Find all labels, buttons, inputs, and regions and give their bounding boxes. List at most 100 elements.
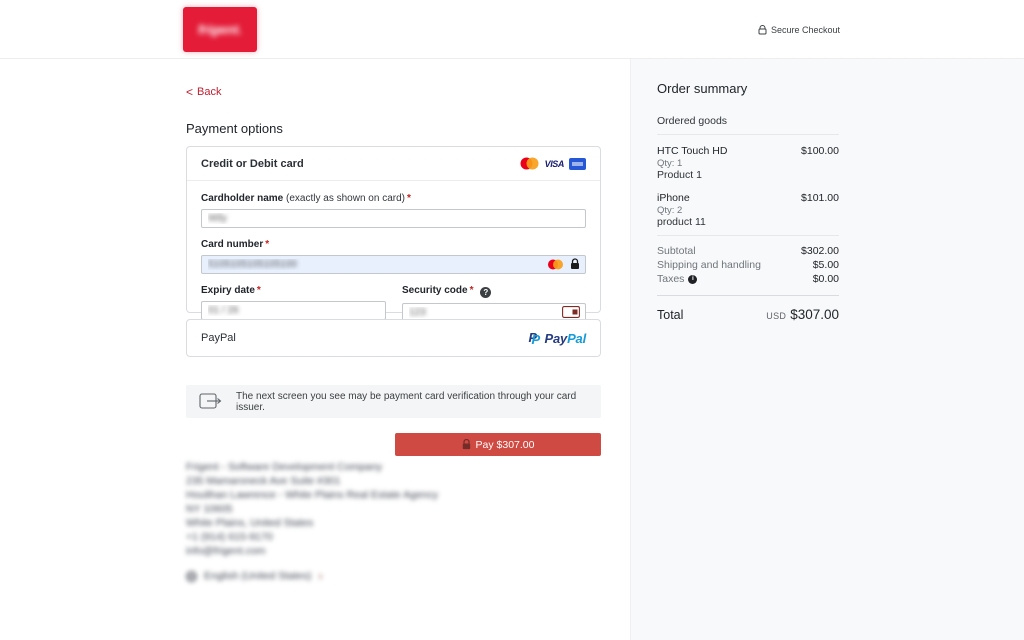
lock-icon bbox=[462, 439, 471, 450]
shipping-value: $5.00 bbox=[812, 259, 839, 271]
paypal-mark-icon: P P bbox=[528, 330, 542, 347]
lock-icon bbox=[758, 25, 767, 35]
taxes-value: $0.00 bbox=[812, 273, 839, 285]
order-item-header: HTC Touch HD $100.00 bbox=[657, 145, 839, 158]
paypal-method-row[interactable]: PayPal P P PayPal bbox=[186, 319, 601, 357]
paypal-mark-back: P bbox=[528, 330, 538, 345]
help-icon[interactable]: ? bbox=[480, 287, 492, 298]
subtotal-value: $302.00 bbox=[801, 245, 839, 257]
verification-notice-text: The next screen you see may be payment c… bbox=[236, 390, 577, 413]
total-value-wrap: USD $307.00 bbox=[766, 307, 839, 322]
order-item-qty: Qty: 2 bbox=[657, 205, 683, 216]
cardholder-note-text: (exactly as shown on card) bbox=[286, 193, 405, 204]
expiry-label-text: Expiry date bbox=[201, 285, 255, 296]
totals-section: Subtotal $302.00 Shipping and handling $… bbox=[657, 236, 839, 286]
subtotal-row: Subtotal $302.00 bbox=[657, 244, 839, 258]
paypal-icon: P P PayPal bbox=[528, 330, 587, 347]
order-item-name: iPhone bbox=[657, 192, 690, 204]
merchant-info: Frigent - Software Development Company 2… bbox=[186, 460, 438, 558]
order-summary-sidebar: Order summary Ordered goods HTC Touch HD… bbox=[630, 59, 1024, 640]
secure-checkout-badge: Secure Checkout bbox=[758, 25, 840, 35]
merchant-info-line: Frigent - Software Development Company bbox=[186, 461, 383, 473]
taxes-row: Taxes i $0.00 bbox=[657, 272, 839, 286]
expiry-input[interactable] bbox=[201, 301, 386, 320]
security-code-input[interactable] bbox=[402, 303, 586, 322]
pay-button[interactable]: Pay $307.00 bbox=[395, 433, 601, 456]
security-code-field-group: Security code * ? bbox=[402, 285, 586, 322]
card-number-icons bbox=[547, 258, 580, 270]
merchant-info-line: White Plains, United States bbox=[186, 517, 314, 529]
cardholder-field-group: Cardholder name (exactly as shown on car… bbox=[201, 193, 586, 228]
security-code-input-wrap bbox=[402, 302, 586, 322]
required-asterisk: * bbox=[265, 239, 270, 250]
subtotal-label: Subtotal bbox=[657, 245, 696, 257]
merchant-info-line: 235 Mamaroneck Ave Suite #301 bbox=[186, 475, 341, 487]
mastercard-icon bbox=[547, 259, 564, 270]
order-item-price: $101.00 bbox=[801, 192, 839, 204]
card-forward-icon bbox=[199, 393, 224, 410]
cardholder-input[interactable] bbox=[201, 209, 586, 228]
total-currency: USD bbox=[766, 311, 787, 321]
paypal-wordmark-pal: Pal bbox=[567, 330, 586, 346]
merchant-info-line: NY 10605 bbox=[186, 503, 233, 515]
taxes-label: Taxes bbox=[657, 273, 685, 285]
card-number-label-text: Card number bbox=[201, 239, 264, 250]
taxes-label-wrap: Taxes i bbox=[657, 272, 698, 286]
top-bar: frigent. Secure Checkout bbox=[0, 0, 1024, 59]
visa-icon: VISA bbox=[544, 158, 565, 169]
credit-card-method-title: Credit or Debit card bbox=[201, 157, 304, 170]
pay-button-label: Pay $307.00 bbox=[475, 438, 535, 451]
paypal-wordmark: PayPal bbox=[545, 330, 587, 346]
page-title: Payment options bbox=[186, 121, 283, 136]
expiry-field-group: Expiry date * bbox=[201, 285, 386, 322]
cvv-card-icon bbox=[562, 306, 580, 318]
language-selector[interactable]: English (United States) › bbox=[186, 569, 322, 583]
expiry-security-row: Expiry date* Security code* ? bbox=[201, 285, 586, 322]
card-number-input-wrap bbox=[201, 254, 586, 274]
paypal-method-title: PayPal bbox=[201, 332, 236, 344]
credit-card-method-header[interactable]: Credit or Debit card VISA bbox=[187, 147, 600, 181]
chevron-right-icon: › bbox=[318, 569, 323, 583]
expiry-label: Expiry date * bbox=[201, 285, 386, 296]
chevron-left-icon: < bbox=[186, 85, 194, 99]
mastercard-icon bbox=[519, 157, 540, 170]
security-code-label: Security code * ? bbox=[402, 285, 586, 298]
merchant-logo-text: frigent. bbox=[197, 22, 243, 37]
card-number-field-group: Card number * bbox=[201, 239, 586, 274]
credit-card-panel: Credit or Debit card VISA Cardholder nam… bbox=[186, 146, 601, 322]
order-item: iPhone $101.00 Qty: 2 product 11 bbox=[657, 192, 839, 229]
required-asterisk: * bbox=[469, 285, 474, 296]
lock-icon bbox=[570, 258, 580, 270]
language-label: English (United States) bbox=[204, 570, 312, 582]
order-item-name: HTC Touch HD bbox=[657, 145, 728, 157]
shipping-label: Shipping and handling bbox=[657, 259, 761, 271]
cardholder-label-text: Cardholder name bbox=[201, 193, 284, 204]
order-item-variant: product 11 bbox=[657, 216, 706, 228]
paypal-mark-front: P bbox=[531, 332, 541, 347]
verification-notice: The next screen you see may be payment c… bbox=[186, 385, 601, 418]
total-row: Total USD $307.00 bbox=[657, 296, 839, 322]
order-item-variant: Product 1 bbox=[657, 169, 702, 181]
total-amount: $307.00 bbox=[790, 307, 839, 322]
divider bbox=[657, 235, 839, 236]
info-icon[interactable]: i bbox=[688, 274, 698, 284]
merchant-logo[interactable]: frigent. bbox=[183, 7, 257, 52]
order-item-price: $100.00 bbox=[801, 145, 839, 157]
order-item: HTC Touch HD $100.00 Qty: 1 Product 1 bbox=[657, 145, 839, 182]
card-number-input[interactable] bbox=[201, 255, 586, 274]
merchant-info-line: info@frigent.com bbox=[186, 545, 266, 557]
back-link[interactable]: < Back bbox=[186, 86, 221, 98]
security-code-label-text: Security code bbox=[402, 285, 468, 296]
cardholder-note: (exactly as shown on card) bbox=[286, 193, 405, 204]
ordered-goods-subtitle: Ordered goods bbox=[657, 115, 728, 127]
credit-card-form: Cardholder name (exactly as shown on car… bbox=[187, 181, 600, 336]
order-summary-content: Order summary Ordered goods HTC Touch HD… bbox=[657, 81, 839, 322]
cardholder-label: Cardholder name (exactly as shown on car… bbox=[201, 193, 586, 204]
divider bbox=[657, 295, 839, 296]
divider bbox=[657, 134, 839, 135]
card-brand-icons: VISA bbox=[519, 157, 586, 170]
merchant-info-line: Houlihan Lawrence - White Plains Real Es… bbox=[186, 489, 439, 501]
shipping-row: Shipping and handling $5.00 bbox=[657, 258, 839, 272]
required-asterisk: * bbox=[256, 285, 261, 296]
